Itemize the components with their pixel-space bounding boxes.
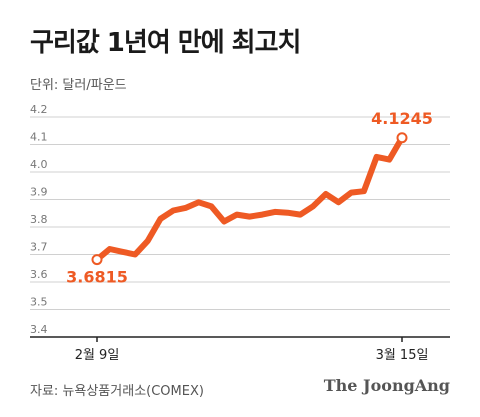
y-tick-label: 3.9 (30, 186, 48, 199)
start-value-label: 3.6815 (66, 268, 128, 287)
x-tick-label: 3월 15일 (376, 348, 429, 363)
x-tick-label: 2월 9일 (75, 348, 120, 363)
y-tick-label: 4.1 (30, 131, 48, 144)
y-tick-label: 3.5 (30, 296, 48, 309)
source-note: 자료: 뉴욕상품거래소(COMEX) (30, 384, 204, 399)
y-tick-label: 3.8 (30, 213, 48, 226)
series-line (94, 134, 405, 263)
end-value-label: 4.1245 (371, 109, 433, 128)
y-tick-label: 3.4 (30, 323, 48, 336)
y-tick-label: 4.0 (30, 158, 48, 171)
unit-label: 단위: 달러/파운드 (30, 78, 127, 93)
grid-lines (30, 116, 450, 310)
y-tick-label: 3.6 (30, 268, 48, 281)
start-point-marker (91, 254, 103, 266)
y-tick-label: 4.2 (30, 103, 48, 116)
y-tick-label: 3.7 (30, 241, 48, 254)
end-point-marker (396, 132, 408, 144)
chart-title: 구리값 1년여 만에 최고치 (30, 28, 301, 58)
y-axis-ticks: 3.4 3.5 3.6 3.7 3.8 3.9 4.0 4.1 4.2 (30, 103, 48, 336)
x-axis-ticks: 2월 9일 3월 15일 (75, 337, 429, 363)
brand-logo: The JoongAng (323, 376, 450, 395)
